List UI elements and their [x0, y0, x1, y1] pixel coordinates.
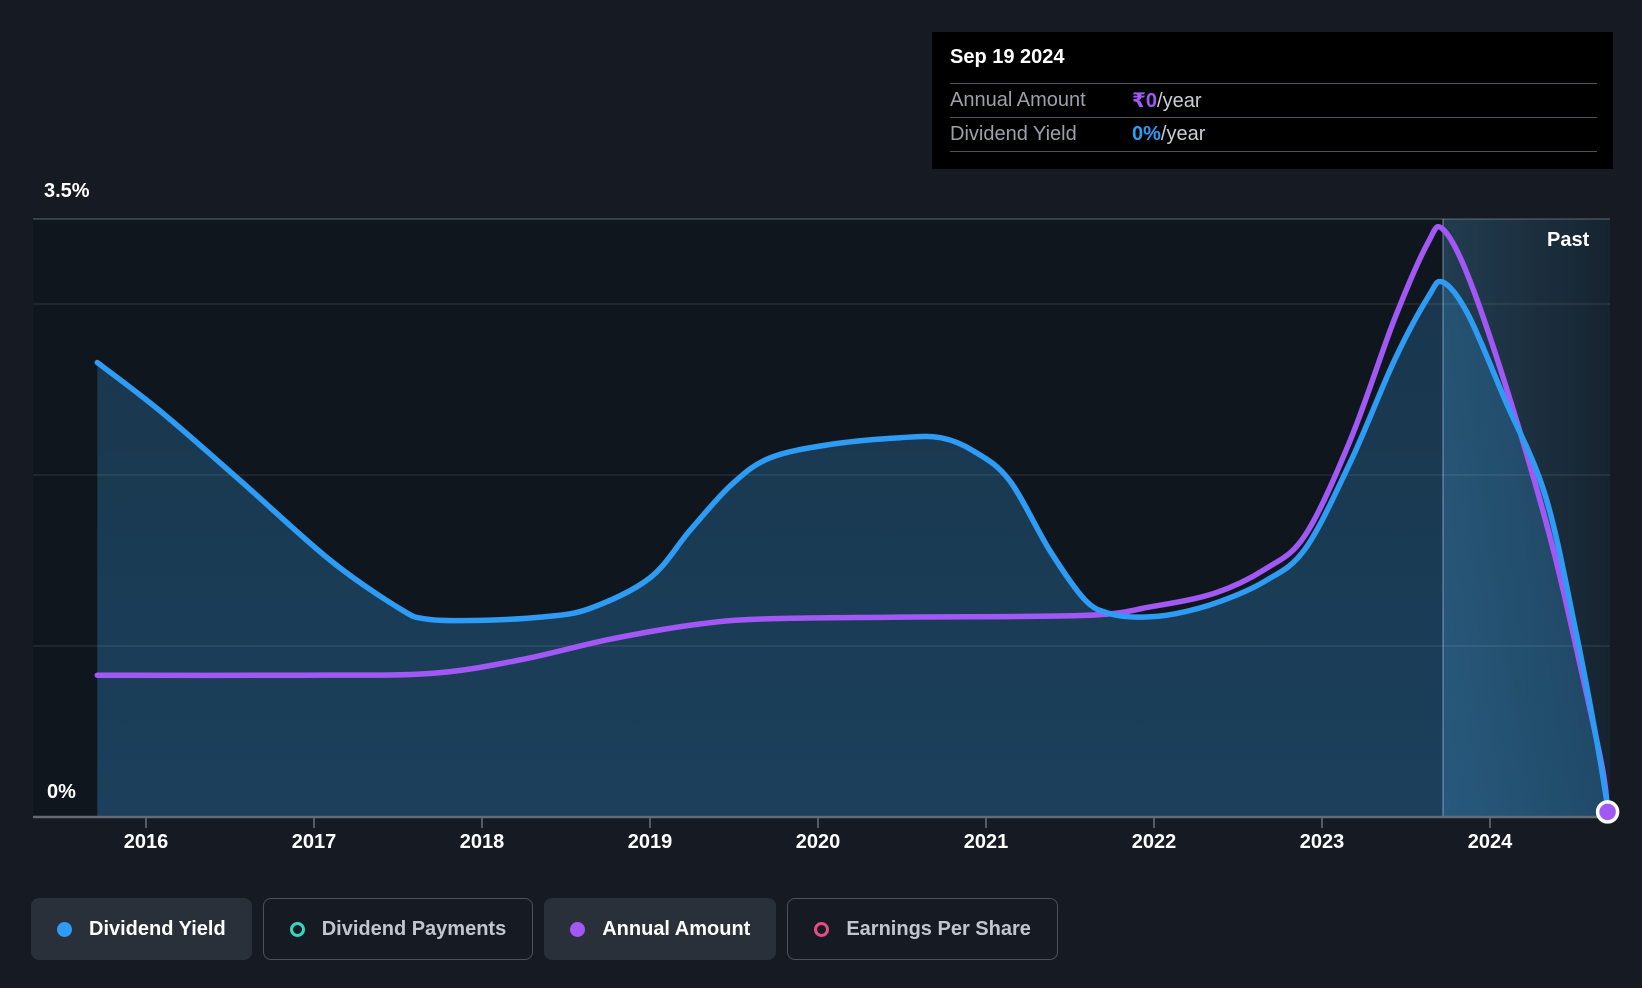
legend-button-dividend-yield[interactable]: Dividend Yield	[31, 898, 252, 960]
chart-tooltip: Sep 19 2024 Annual Amount ₹0/year Divide…	[932, 32, 1613, 169]
dividend-yield-dot-icon	[57, 921, 72, 937]
y-axis-max-label: 3.5%	[44, 180, 90, 202]
legend-label: Dividend Payments	[321, 917, 507, 940]
tooltip-row-annual-amount: Annual Amount ₹0/year	[950, 83, 1597, 117]
tooltip-annual-amount-value: ₹0	[1132, 90, 1158, 112]
tooltip-row-suffix: /year	[1157, 90, 1202, 112]
tooltip-row-label: Annual Amount	[950, 89, 1086, 111]
legend-button-dividend-payments[interactable]: Dividend Payments	[262, 898, 534, 960]
tooltip-row-suffix: /year	[1160, 123, 1206, 145]
chart-legend: Dividend Yield Dividend Payments Annual …	[31, 898, 1058, 960]
annual-amount-dot-icon	[570, 921, 586, 937]
past-period-label: Past	[1547, 229, 1590, 251]
tooltip-row-value-group: ₹0/year	[1132, 88, 1202, 113]
tooltip-row-label: Dividend Yield	[950, 123, 1077, 145]
dividend-yield-line	[94, 278, 1611, 810]
legend-button-annual-amount[interactable]: Annual Amount	[544, 898, 777, 960]
tooltip-row-value-group: 0%/year	[1132, 123, 1205, 146]
tooltip-row-dividend-yield: Dividend Yield 0%/year	[950, 117, 1597, 152]
x-axis-ticks	[145, 818, 1491, 828]
dividend-yield-area	[97, 281, 1608, 817]
y-axis-min-label: 0%	[47, 781, 76, 803]
legend-label: Annual Amount	[602, 917, 751, 940]
dividend-payments-ring-icon	[289, 921, 305, 937]
legend-button-earnings-per-share[interactable]: Earnings Per Share	[787, 898, 1058, 960]
latest-point-marker[interactable]	[1595, 800, 1620, 824]
earnings-per-share-ring-icon	[814, 921, 830, 937]
legend-label: Earnings Per Share	[846, 917, 1031, 940]
tooltip-dividend-yield-value: 0%	[1132, 123, 1161, 145]
legend-label: Dividend Yield	[89, 917, 226, 940]
tooltip-date: Sep 19 2024	[950, 46, 1065, 68]
